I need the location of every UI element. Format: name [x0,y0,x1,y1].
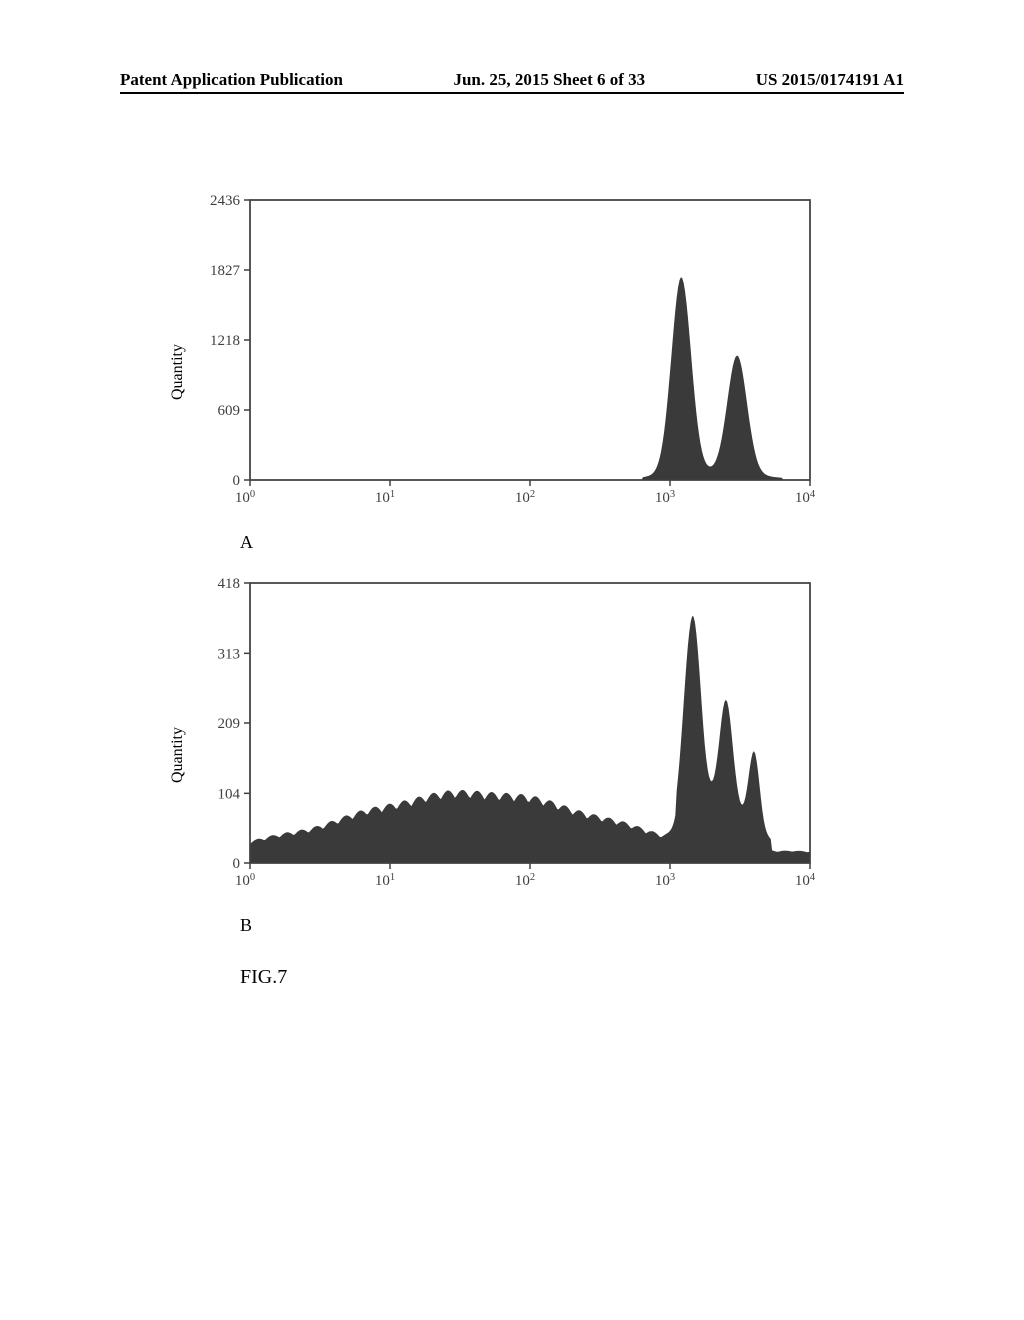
svg-text:1218: 1218 [210,333,240,349]
svg-text:101: 101 [375,872,395,890]
svg-text:418: 418 [218,576,241,592]
svg-text:209: 209 [218,716,241,732]
svg-text:103: 103 [655,489,675,507]
chart-b-ylabel: Quantity [169,727,187,783]
svg-text:102: 102 [515,872,535,890]
svg-text:100: 100 [235,872,255,890]
page-header: Patent Application Publication Jun. 25, … [0,70,1024,90]
svg-text:101: 101 [375,489,395,507]
chart-b-block: Quantity 0104209313418100101102103104 B [180,573,880,936]
svg-text:0: 0 [233,856,241,872]
figure-caption: FIG.7 [240,966,880,989]
chart-a-ylabel: Quantity [169,344,187,400]
panel-a-label: A [240,532,880,553]
svg-text:1827: 1827 [210,263,241,279]
svg-text:313: 313 [218,646,241,662]
svg-text:104: 104 [795,872,816,890]
svg-text:100: 100 [235,489,255,507]
header-center: Jun. 25, 2015 Sheet 6 of 33 [453,70,645,90]
svg-text:103: 103 [655,872,675,890]
panel-b-label: B [240,915,880,936]
chart-b-svg: 0 104 209 313 418 100 101 102 103 104 [180,573,820,903]
svg-text:0: 0 [233,473,241,489]
chart-a-svg: 0 609 1218 1827 2436 100 101 102 103 104 [180,190,820,520]
svg-text:104: 104 [795,489,816,507]
svg-text:104: 104 [218,786,241,802]
charts-container: Quantity 0609121818272436100101102103104… [180,190,880,989]
header-left: Patent Application Publication [120,70,343,90]
header-divider [120,92,904,94]
svg-text:609: 609 [218,403,241,419]
chart-a-block: Quantity 0609121818272436100101102103104… [180,190,880,553]
header-right: US 2015/0174191 A1 [756,70,904,90]
svg-text:102: 102 [515,489,535,507]
svg-text:2436: 2436 [210,193,241,209]
